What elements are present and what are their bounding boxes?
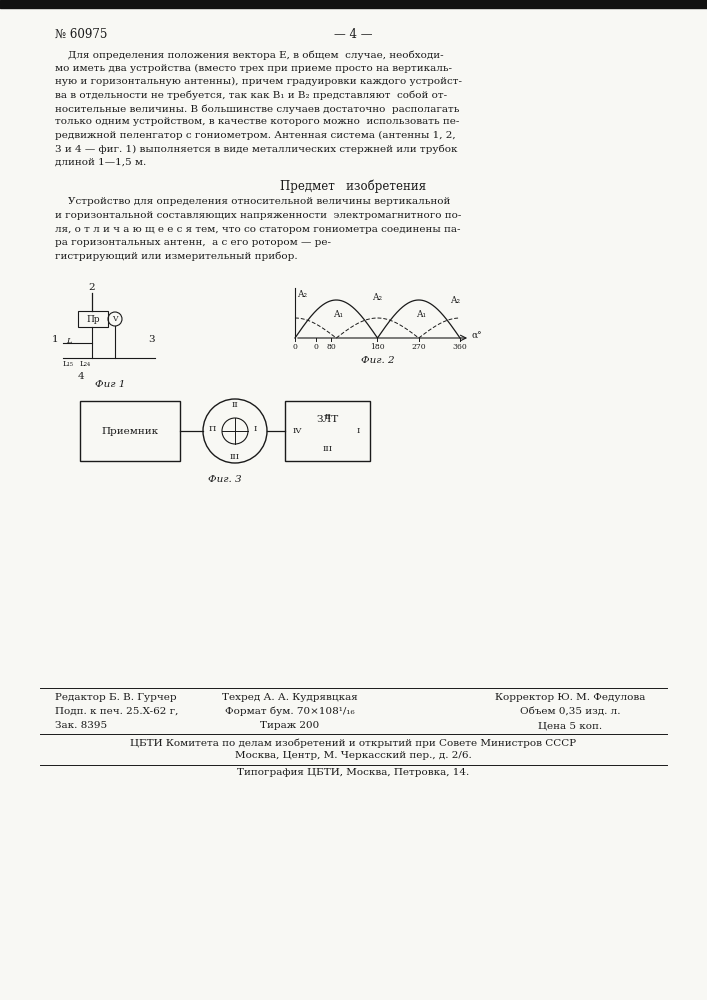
Text: II: II xyxy=(324,413,331,421)
Text: α°: α° xyxy=(472,332,483,340)
Text: ва в отдельности не требуется, так как B₁ и B₂ представляют  собой от-: ва в отдельности не требуется, так как B… xyxy=(55,91,447,100)
Text: 270: 270 xyxy=(411,343,426,351)
Text: Подп. к печ. 25.X-62 г,: Подп. к печ. 25.X-62 г, xyxy=(55,707,178,716)
Text: 3: 3 xyxy=(148,335,155,344)
Text: Объем 0,35 изд. л.: Объем 0,35 изд. л. xyxy=(520,707,620,716)
Text: 180: 180 xyxy=(370,343,385,351)
Text: L₂₄: L₂₄ xyxy=(80,360,91,368)
Text: A₁: A₁ xyxy=(333,310,344,319)
Text: Формат бум. 70×108¹/₁₆: Формат бум. 70×108¹/₁₆ xyxy=(226,707,355,716)
Text: носительные величины. В большинстве случаев достаточно  располагать: носительные величины. В большинстве случ… xyxy=(55,104,460,113)
Text: 4: 4 xyxy=(78,372,85,381)
Text: ЦБТИ Комитета по делам изобретений и открытий при Совете Министров СССР: ЦБТИ Комитета по делам изобретений и отк… xyxy=(130,738,576,748)
Text: длиной 1—1,5 м.: длиной 1—1,5 м. xyxy=(55,158,146,167)
Text: Предмет   изобретения: Предмет изобретения xyxy=(280,180,426,193)
Text: № 60975: № 60975 xyxy=(55,28,107,41)
Text: Устройство для определения относительной величины вертикальной: Устройство для определения относительной… xyxy=(55,198,450,207)
Text: Фиг. 3: Фиг. 3 xyxy=(208,475,242,484)
Text: П: П xyxy=(209,425,216,433)
Text: IV: IV xyxy=(292,427,302,435)
Text: A₂: A₂ xyxy=(450,296,460,305)
Text: Цена 5 коп.: Цена 5 коп. xyxy=(538,721,602,730)
Text: редвижной пеленгатор с гониометром. Антенная система (антенны 1, 2,: редвижной пеленгатор с гониометром. Анте… xyxy=(55,131,455,140)
Text: гистрирующий или измерительный прибор.: гистрирующий или измерительный прибор. xyxy=(55,251,298,261)
Text: III: III xyxy=(322,445,332,453)
Bar xyxy=(80,401,180,461)
Text: A₂: A₂ xyxy=(373,293,382,302)
Text: только одним устройством, в качестве которого можно  использовать пе-: только одним устройством, в качестве кот… xyxy=(55,117,460,126)
Bar xyxy=(0,0,707,8)
Text: Тираж 200: Тираж 200 xyxy=(260,721,320,730)
Text: A₁: A₁ xyxy=(416,310,426,319)
Text: V: V xyxy=(112,315,118,323)
Text: Москва, Центр, М. Черкасский пер., д. 2/6.: Москва, Центр, М. Черкасский пер., д. 2/… xyxy=(235,751,472,760)
Bar xyxy=(78,311,108,327)
Text: 0: 0 xyxy=(313,343,318,351)
Text: II: II xyxy=(232,401,238,409)
Text: 0: 0 xyxy=(293,343,298,351)
Text: Фиг. 2: Фиг. 2 xyxy=(361,356,395,365)
Text: Приемник: Приемник xyxy=(101,426,158,436)
Text: Редактор Б. В. Гурчер: Редактор Б. В. Гурчер xyxy=(55,693,177,702)
Text: L₁₅: L₁₅ xyxy=(63,360,74,368)
Text: III: III xyxy=(230,453,240,461)
Text: Пр: Пр xyxy=(86,314,100,324)
Text: Для определения положения вектора E, в общем  случае, необходи-: Для определения положения вектора E, в о… xyxy=(55,50,443,60)
Text: ля, о т л и ч а ю щ е е с я тем, что со статором гониометра соединены па-: ля, о т л и ч а ю щ е е с я тем, что со … xyxy=(55,225,460,233)
Text: Зак. 8395: Зак. 8395 xyxy=(55,721,107,730)
Text: Фиг 1: Фиг 1 xyxy=(95,380,125,389)
Text: мо иметь два устройства (вместо трех при приеме просто на вертикаль-: мо иметь два устройства (вместо трех при… xyxy=(55,64,452,73)
Bar xyxy=(285,401,370,461)
Text: Техред А. А. Кудрявцкая: Техред А. А. Кудрявцкая xyxy=(222,693,358,702)
Text: ЗЛТ: ЗЛТ xyxy=(316,415,339,424)
Text: I: I xyxy=(356,427,360,435)
Text: Типография ЦБТИ, Москва, Петровка, 14.: Типография ЦБТИ, Москва, Петровка, 14. xyxy=(237,768,469,777)
Text: 80: 80 xyxy=(327,343,336,351)
Text: I: I xyxy=(253,425,257,433)
Text: 3 и 4 — фиг. 1) выполняется в виде металлических стержней или трубок: 3 и 4 — фиг. 1) выполняется в виде метал… xyxy=(55,144,457,154)
Text: L: L xyxy=(66,337,71,345)
Text: Корректор Ю. М. Федулова: Корректор Ю. М. Федулова xyxy=(495,693,645,702)
Text: 360: 360 xyxy=(452,343,467,351)
Text: ра горизонтальных антенн,  а с его ротором — ре-: ра горизонтальных антенн, а с его роторо… xyxy=(55,238,331,247)
Text: A₂: A₂ xyxy=(297,290,307,299)
Text: ную и горизонтальную антенны), причем градуировки каждого устройст-: ную и горизонтальную антенны), причем гр… xyxy=(55,77,462,86)
Text: 1: 1 xyxy=(52,335,59,344)
Text: 2: 2 xyxy=(88,283,95,292)
Text: — 4 —: — 4 — xyxy=(334,28,373,41)
Text: и горизонтальной составляющих напряженности  электромагнитного по-: и горизонтальной составляющих напряженно… xyxy=(55,211,462,220)
